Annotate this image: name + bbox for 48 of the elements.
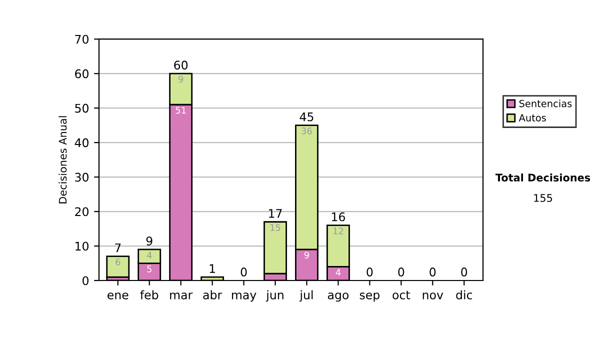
text: Total Decisiones [495, 173, 590, 182]
total-label: 7 [115, 244, 121, 252]
data-label: 6 [116, 258, 120, 266]
x-tick-label: feb [140, 290, 158, 300]
data-label: 9 [304, 252, 309, 259]
x-tick-label: jul [300, 290, 313, 302]
x-tick-label: ago [328, 292, 349, 302]
y-tick-label: 0 [82, 276, 88, 286]
data-label: 51 [176, 106, 186, 114]
total-label: 17 [269, 209, 282, 218]
x-tick-label: ene [108, 292, 128, 300]
x-tick-label: mar [170, 292, 193, 300]
total-label: 60 [174, 60, 188, 70]
y-tick-label: 40 [74, 138, 88, 148]
x-tick-label: oct [392, 290, 410, 300]
legend-label: Sentencias [519, 100, 572, 108]
total-label: 1 [210, 264, 215, 273]
data-label: 12 [333, 228, 344, 234]
total-label: 9 [146, 236, 152, 246]
data-label: 9 [178, 76, 184, 83]
data-label: 4 [146, 252, 152, 258]
legend-label: Autos [518, 114, 546, 122]
data-label: 4 [336, 269, 341, 276]
y-tick-label: 50 [75, 104, 88, 113]
text: 155 [534, 194, 552, 202]
total-label: 0 [430, 268, 436, 276]
y-tick-label: 60 [75, 69, 88, 78]
data-label: 36 [302, 128, 312, 134]
x-tick-label: may [232, 292, 256, 302]
x-tick-label: dic [456, 290, 472, 300]
y-tick-label: 20 [75, 207, 88, 216]
total-label: 0 [398, 268, 404, 276]
total-label: 0 [461, 268, 468, 276]
y-tick-label: 70 [75, 34, 88, 44]
x-tick-label: abr [203, 290, 222, 300]
y-axis-title: Decisiones Anual [58, 116, 67, 204]
bar [106, 256, 130, 278]
data-label: 5 [147, 266, 152, 272]
total-label: 0 [366, 268, 373, 276]
x-tick-label: sep [360, 292, 380, 302]
total-label: 16 [332, 212, 345, 222]
x-tick-label: nov [422, 292, 444, 300]
y-tick-label: 30 [75, 172, 88, 182]
x-tick-label: jun [266, 290, 284, 302]
total-label: 0 [240, 268, 247, 276]
data-label: 15 [270, 224, 280, 231]
y-tick-label: 10 [76, 242, 88, 251]
total-label: 45 [300, 112, 314, 122]
